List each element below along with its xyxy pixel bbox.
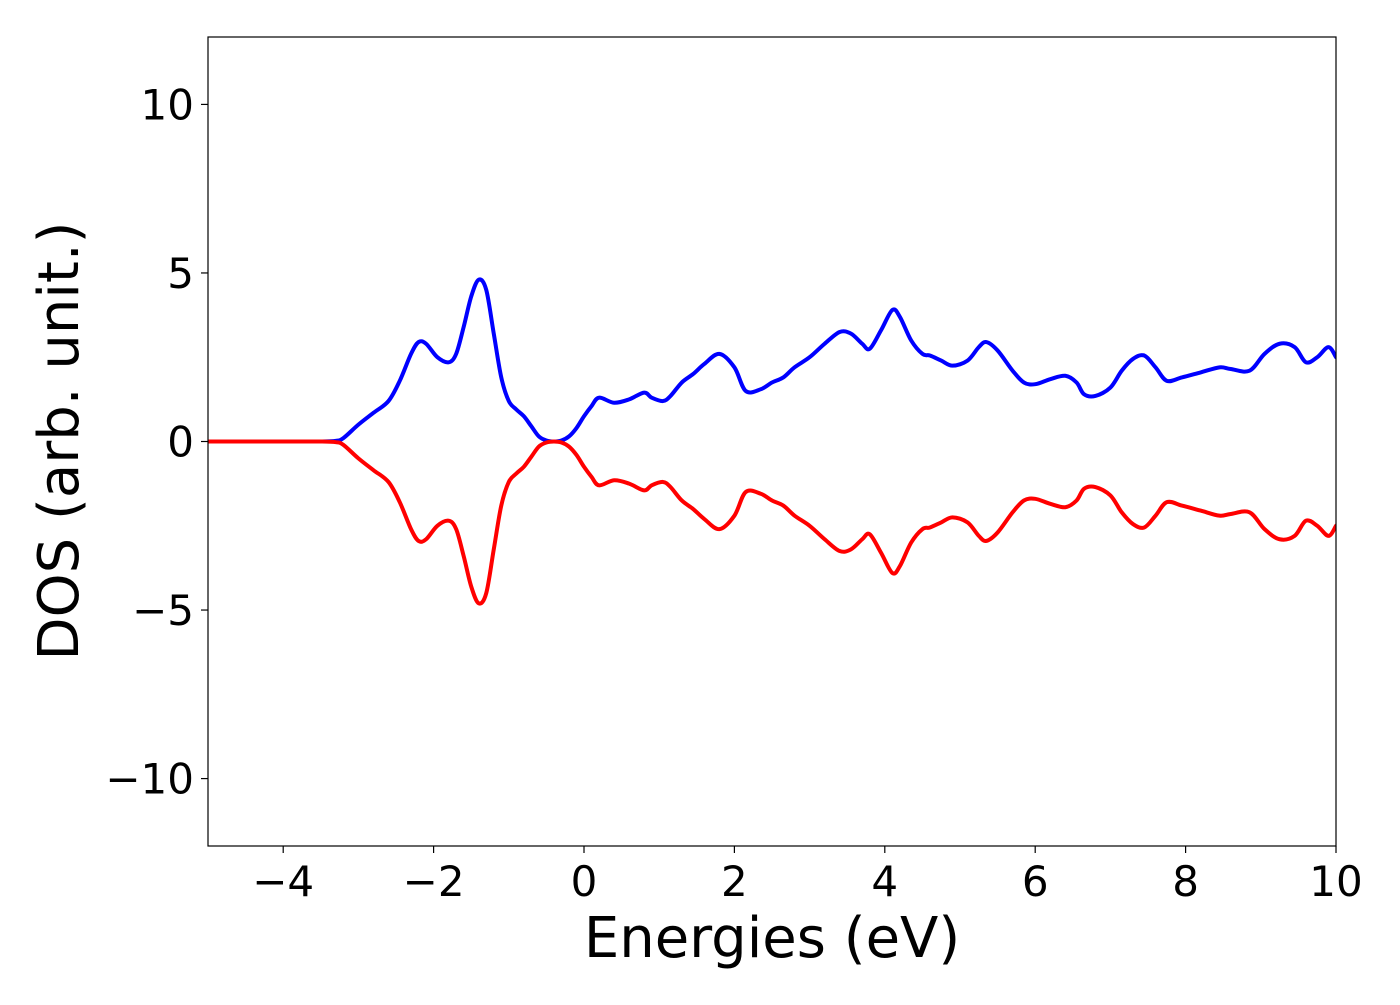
x-tick-label: 0 <box>571 857 598 906</box>
x-tick-label: 8 <box>1172 857 1199 906</box>
y-tick-label: −5 <box>132 586 194 635</box>
series-layer <box>208 277 1336 606</box>
y-tick-label: 0 <box>167 418 194 467</box>
spin-up-dos-line <box>208 277 1336 444</box>
y-axis-label: DOS (arb. unit.) <box>27 221 92 660</box>
plot-frame <box>207 36 1337 847</box>
x-axis-label: Energies (eV) <box>584 906 960 971</box>
spin-down-dos-line <box>208 439 1336 606</box>
x-tick-label: −2 <box>403 857 465 906</box>
y-axis-ticks: −10 −5 0 5 10 <box>105 80 208 804</box>
y-tick-label: 10 <box>141 80 194 129</box>
x-axis-ticks: −4 −2 0 2 4 6 8 10 <box>252 846 1363 906</box>
x-tick-label: 10 <box>1309 857 1362 906</box>
x-tick-label: −4 <box>252 857 314 906</box>
y-tick-label: 5 <box>167 249 194 298</box>
y-tick-label: −10 <box>105 755 194 804</box>
x-tick-label: 2 <box>721 857 748 906</box>
x-tick-label: 4 <box>871 857 898 906</box>
x-tick-label: 6 <box>1022 857 1049 906</box>
